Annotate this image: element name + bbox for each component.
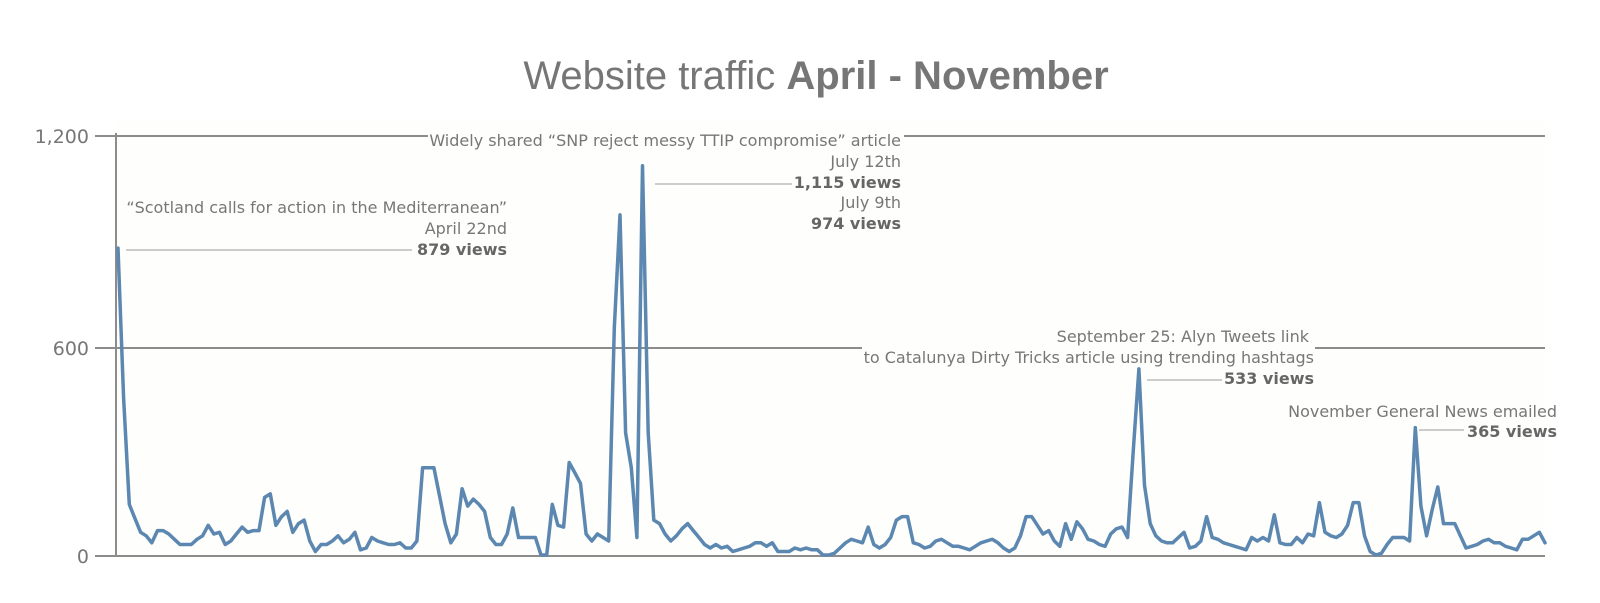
chart-title-emphasis: April - November [786,54,1108,98]
chart-title-prefix: Website traffic [523,54,786,98]
annotation-july12-views: 1,115 views [794,173,901,192]
annotation-april-headline: “Scotland calls for action in the Medite… [126,198,507,217]
annotation-november-views: 365 views [1467,422,1557,441]
annotation-july9-views: 974 views [811,214,901,233]
chart-title: Website traffic April - November [523,54,1108,98]
series-line [116,163,1547,557]
annotation-september-views: 533 views [1224,369,1314,388]
y-tick-label-600: 600 [53,338,89,360]
y-tick-label-1200: 1,200 [35,126,89,148]
annotation-july9-date: July 9th [840,193,901,212]
annotation-september-line2: to Catalunya Dirty Tricks article using … [864,348,1314,367]
y-tick-label-0: 0 [77,546,89,568]
annotation-april-date: April 22nd [425,219,507,238]
annotation-september-line1: September 25: Alyn Tweets link [1057,327,1310,346]
annotation-november-headline: November General News emailed [1288,402,1557,421]
annotation-july12-date: July 12th [829,152,901,171]
annotation-july12-headline: Widely shared “SNP reject messy TTIP com… [429,131,901,150]
annotation-april-views: 879 views [417,240,507,259]
plot-background [115,120,1545,560]
